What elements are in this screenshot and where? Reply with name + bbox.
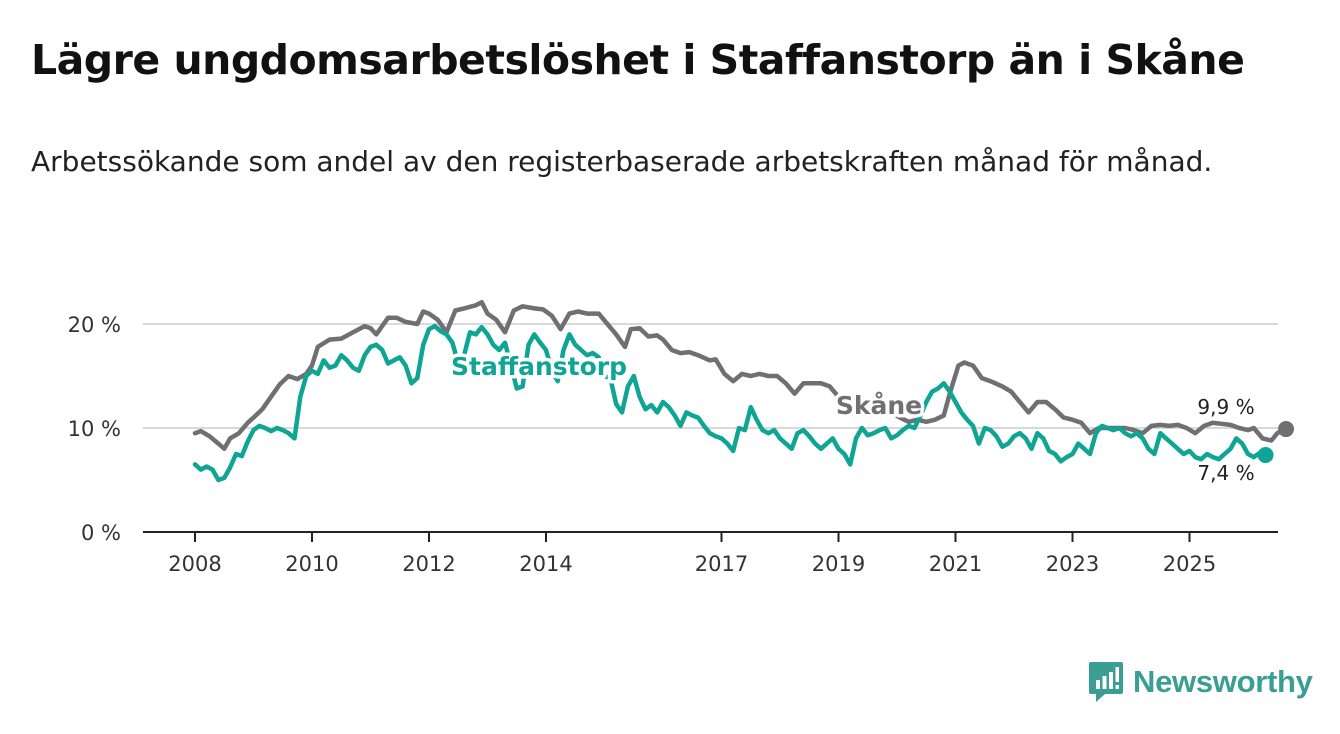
end-marker-skane	[1278, 421, 1295, 438]
series-label-skane-halo: Skåne	[836, 391, 922, 420]
x-tick-label: 2021	[929, 552, 982, 576]
gridlines	[143, 323, 1278, 429]
x-tick-label: 2012	[402, 552, 455, 576]
x-tick-label: 2025	[1163, 552, 1216, 576]
end-label-skane: 9,9 %	[1197, 395, 1254, 419]
chart-title: Lägre ungdomsarbetslöshet i Staffanstorp…	[31, 36, 1245, 84]
end-label-staffanstorp-halo: 7,4 %	[1197, 461, 1254, 485]
end-label-staffanstorp: 7,4 %	[1197, 461, 1254, 485]
axes: 0 % 10 % 20 % 2008 2010 2012 2014 2017 2019 2021 2…	[68, 313, 1278, 576]
newsworthy-logo-text: Newsworthy	[1133, 664, 1313, 699]
series-line-staffanstorp	[192, 323, 1268, 483]
x-tick-label: 2023	[1046, 552, 1099, 576]
x-tick-label: 2019	[812, 552, 865, 576]
y-tick-label: 10 %	[68, 417, 121, 441]
series-label-staffanstorp: Staffanstorp	[451, 352, 627, 381]
newsworthy-logo[interactable]: Newsworthy	[1088, 660, 1313, 704]
series-lines	[192, 299, 1289, 483]
x-tick-label: 2010	[285, 552, 338, 576]
end-marker-staffanstorp	[1257, 447, 1274, 464]
end-label-skane-halo: 9,9 %	[1197, 395, 1254, 419]
series-label-skane: Skåne	[836, 391, 922, 420]
x-tick-label: 2017	[695, 552, 748, 576]
x-tick-label: 2014	[519, 552, 572, 576]
chart-subtitle: Arbetssökande som andel av den registerb…	[31, 145, 1213, 178]
series-label-staffanstorp-halo: Staffanstorp	[451, 352, 627, 381]
x-tick-label: 2008	[168, 552, 221, 576]
y-tick-label: 0 %	[81, 521, 121, 545]
y-tick-label: 20 %	[68, 313, 121, 337]
newsworthy-logo-icon	[1089, 662, 1123, 702]
